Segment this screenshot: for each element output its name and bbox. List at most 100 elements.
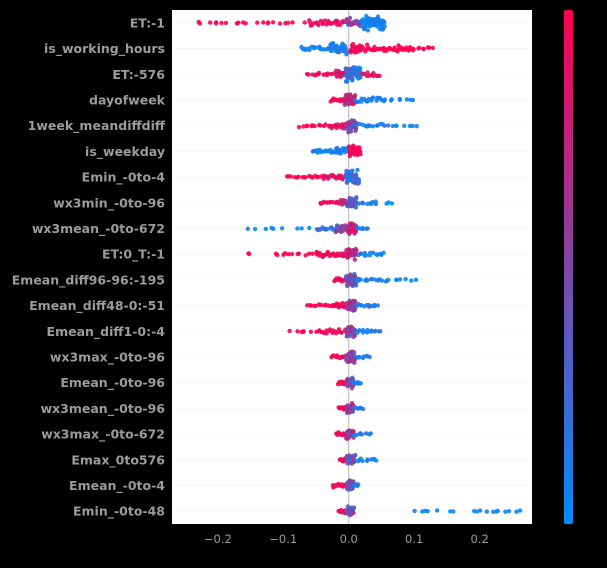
shap-point — [265, 21, 270, 26]
shap-point — [331, 41, 336, 46]
shap-point — [421, 46, 426, 52]
feature-value-colorbar — [564, 10, 573, 524]
shap-point — [360, 226, 366, 231]
shap-point — [379, 278, 385, 283]
shap-point — [263, 226, 268, 232]
shap-point — [394, 123, 399, 128]
shap-point — [365, 226, 370, 231]
shap-point — [410, 97, 416, 103]
shap-point — [315, 21, 321, 27]
shap-point — [313, 303, 318, 309]
shap-point — [352, 257, 357, 262]
shap-point — [299, 226, 304, 231]
shap-point — [289, 251, 295, 257]
shap-point — [344, 17, 349, 22]
shap-point — [296, 251, 301, 256]
feature-label: ET:-1 — [130, 15, 165, 30]
shap-point — [427, 45, 432, 50]
shap-point — [382, 97, 388, 102]
shap-point — [307, 251, 312, 256]
shap-point — [394, 277, 399, 283]
shap-point — [369, 328, 374, 333]
x-tick-label: 0.2 — [470, 532, 488, 546]
feature-label: Emin_-0to-48 — [73, 504, 165, 520]
shap-point — [409, 278, 414, 283]
beeswarm-points — [196, 13, 523, 518]
shap-point — [358, 75, 363, 80]
shap-point — [295, 226, 300, 231]
shap-point — [307, 225, 312, 231]
shap-point — [277, 21, 283, 26]
shap-point — [385, 123, 391, 128]
shap-point — [322, 18, 328, 23]
shap-point — [213, 21, 219, 26]
shap-point — [354, 248, 359, 253]
shap-point — [356, 482, 361, 487]
shap-point — [403, 276, 408, 282]
shap-point — [410, 123, 415, 129]
shap-point — [324, 227, 330, 232]
shap-point — [355, 167, 360, 173]
shap-point — [365, 70, 370, 75]
shap-point — [359, 251, 364, 256]
shap-point — [503, 509, 508, 514]
shap-point — [295, 329, 300, 334]
shap-point — [270, 20, 276, 25]
shap-point — [382, 20, 387, 25]
shap-point — [430, 45, 435, 51]
shap-point — [310, 251, 315, 256]
feature-label: wx3mean_-0to-96 — [41, 401, 166, 417]
shap-point — [352, 360, 357, 365]
shap-point — [386, 277, 391, 282]
shap-point — [348, 129, 353, 134]
shap-point — [353, 283, 359, 288]
shap-point — [295, 175, 300, 180]
shap-point — [370, 200, 375, 205]
shap-point — [377, 73, 382, 79]
shap-point — [301, 329, 306, 334]
shap-point — [365, 327, 370, 333]
shap-point — [370, 95, 376, 100]
shap-point — [285, 20, 291, 25]
shap-point — [372, 304, 377, 309]
shap-point — [245, 226, 250, 231]
shap-point — [246, 251, 252, 257]
shap-point — [261, 20, 266, 25]
shap-point — [252, 226, 258, 232]
shap-point — [352, 350, 357, 355]
shap-point — [307, 47, 312, 53]
shap-point — [314, 45, 319, 50]
shap-point — [339, 330, 344, 335]
shap-point — [358, 66, 363, 71]
shap-point — [223, 20, 229, 26]
shap-point — [435, 508, 440, 513]
shap-point — [243, 21, 248, 26]
shap-point — [275, 252, 280, 258]
shap-point — [219, 20, 224, 26]
shap-point — [347, 333, 353, 338]
x-tick-label: −0.1 — [269, 532, 297, 546]
shap-point — [350, 168, 355, 173]
shap-point — [303, 175, 308, 180]
shap-point — [279, 226, 285, 231]
shap-point — [309, 303, 314, 308]
shap-point — [255, 20, 260, 25]
x-tick-label: −0.2 — [204, 532, 232, 546]
shap-point — [491, 509, 496, 514]
shap-point — [382, 24, 387, 29]
shap-point — [386, 200, 391, 205]
shap-point — [368, 431, 373, 436]
shap-point — [351, 510, 356, 516]
shap-point — [360, 458, 365, 464]
shap-point — [312, 123, 317, 129]
shap-point — [358, 381, 363, 386]
feature-label: 1week_meandiffdiff — [28, 118, 166, 134]
shap-point — [412, 508, 417, 514]
feature-label: ET:-576 — [112, 67, 165, 82]
feature-label: Emean_-0to-96 — [60, 375, 165, 391]
shap-point — [373, 201, 378, 207]
feature-label: is_weekday — [85, 144, 165, 160]
shap-point — [352, 458, 357, 463]
shap-point — [207, 20, 213, 25]
